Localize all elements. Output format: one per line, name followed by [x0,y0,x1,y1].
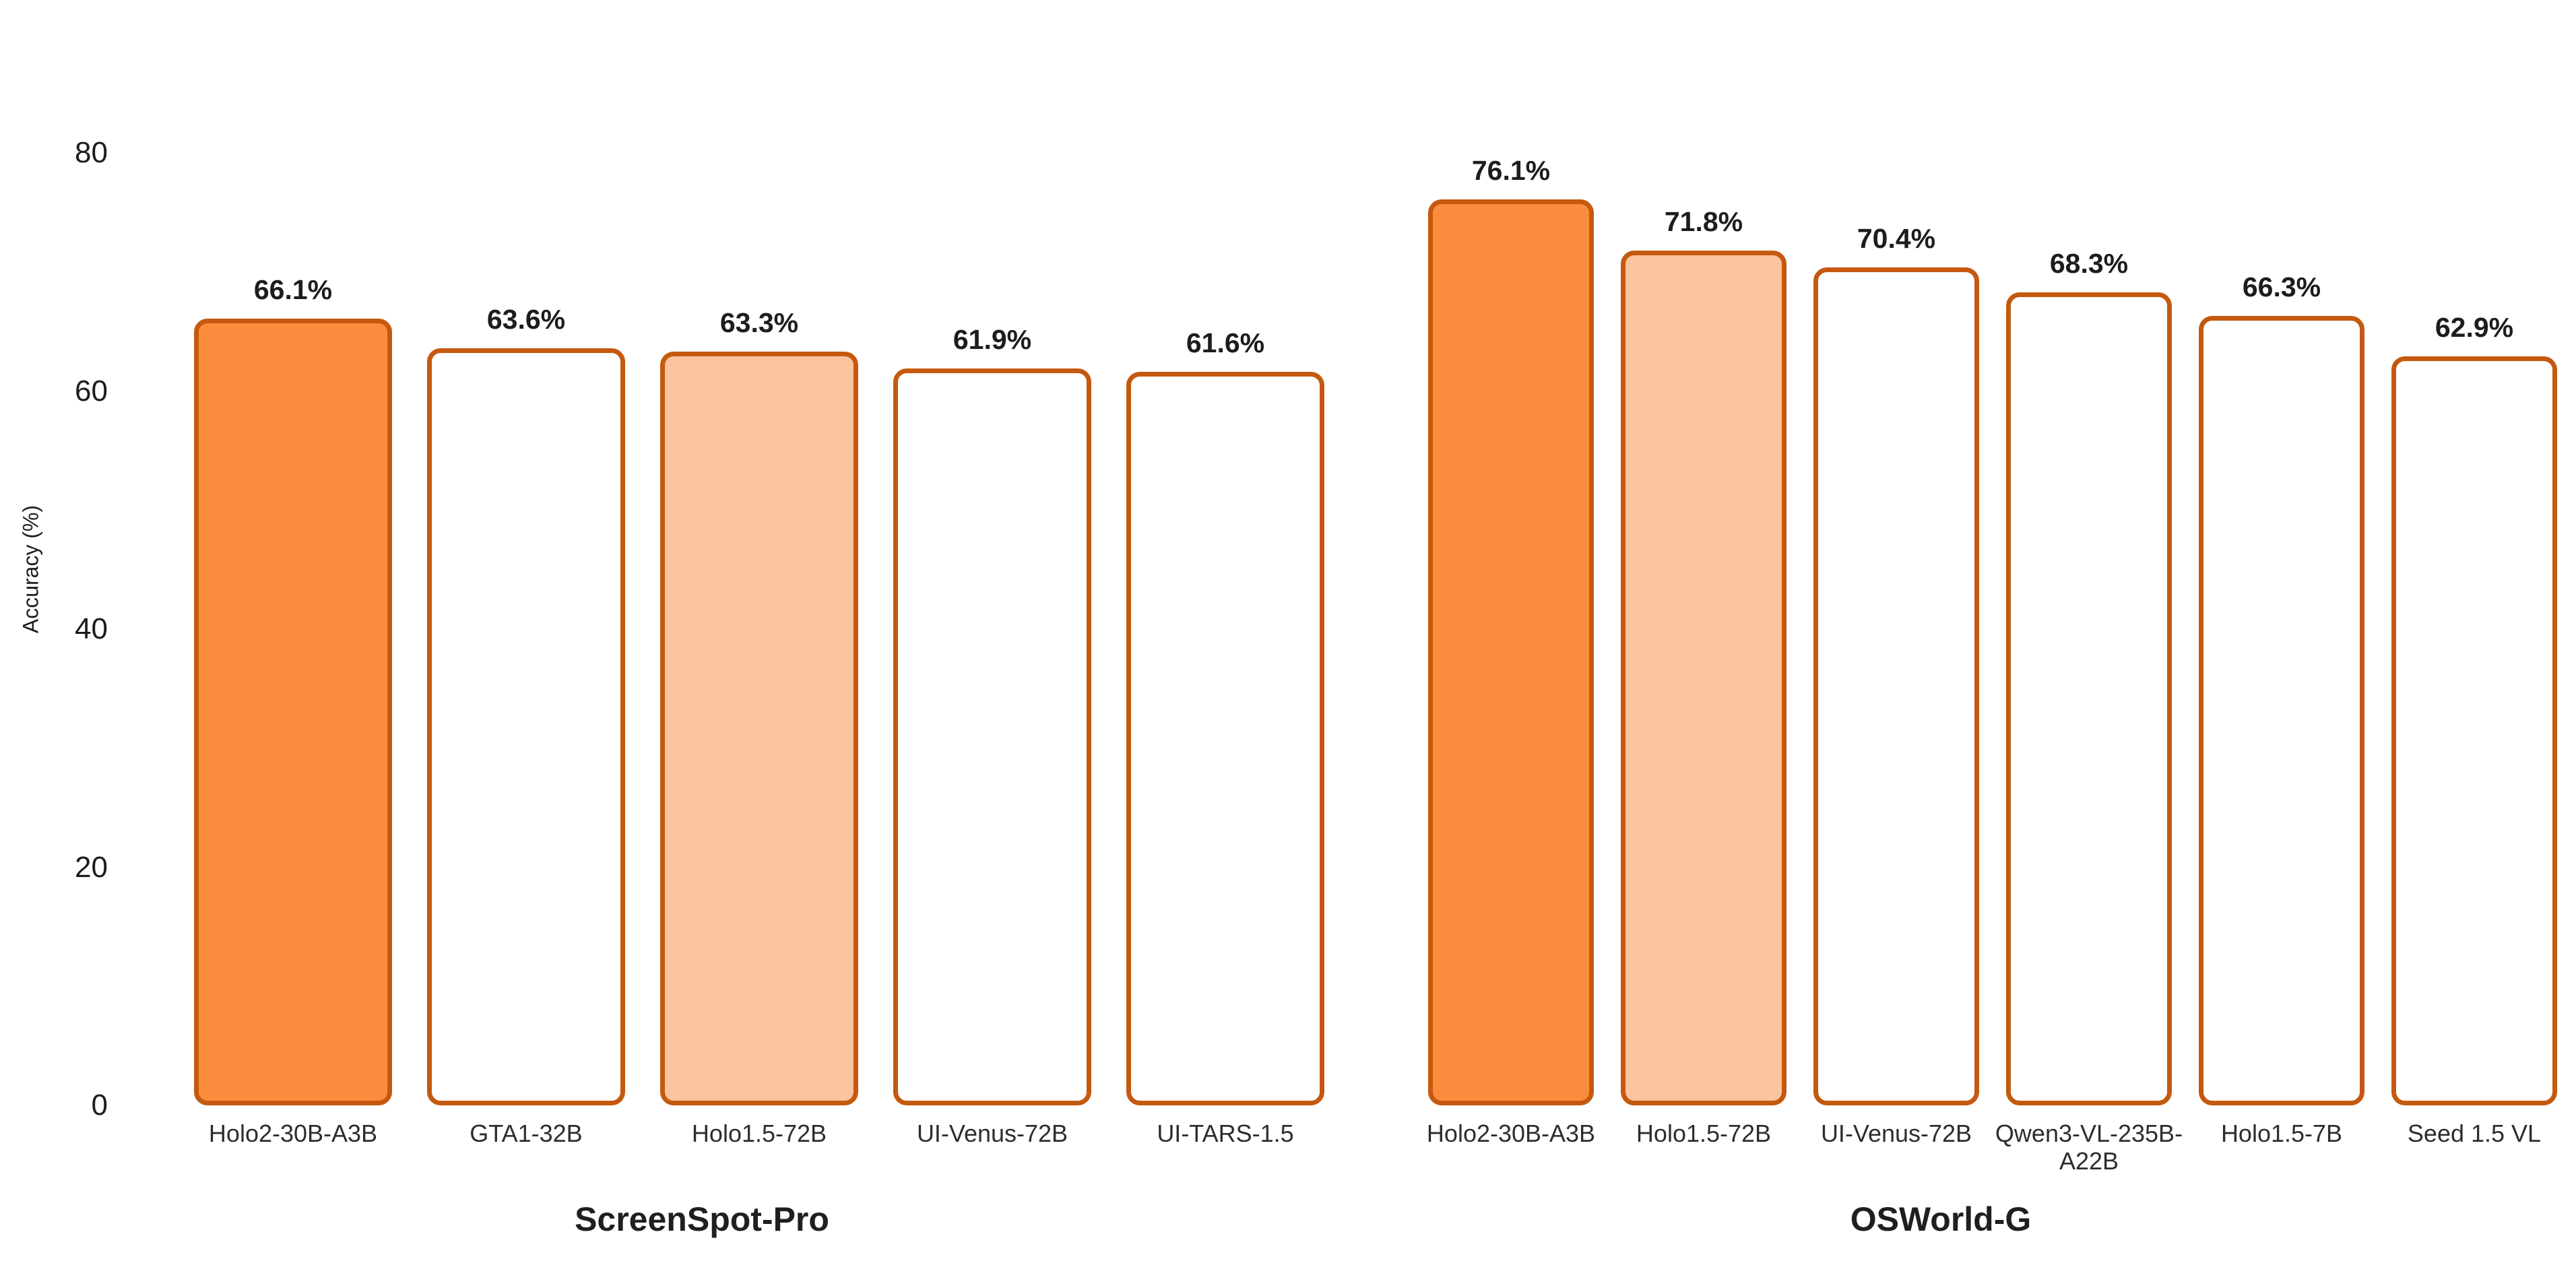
bar-category-label: Holo1.5-7B [2220,1120,2343,1147]
bar-screenspot-pro-holo2-30b-a3b [194,319,392,1105]
bar-value-label: 66.3% [2242,271,2321,302]
bar-category-label: Holo1.5-72B [691,1120,827,1147]
bar-screenspot-pro-ui-tars-1-5 [1126,372,1324,1105]
y-axis-tick-40: 40 [75,612,108,645]
bar-osworld-g-seed-1-5-vl [2391,356,2557,1105]
bar-screenspot-pro-holo1-5-72b [660,352,858,1105]
bar-category-label: Seed 1.5 VL [2407,1120,2542,1147]
bar-value-label: 66.1% [253,274,333,305]
bar-category-label: UI-Venus-72B [916,1120,1068,1147]
bar-category-label: Holo2-30B-A3B [1426,1120,1596,1147]
bar-osworld-g-holo1-5-72b [1621,251,1786,1105]
bar-value-label: 70.4% [1857,223,1936,254]
bar-osworld-g-holo2-30b-a3b [1428,199,1594,1105]
y-axis-tick-80: 80 [75,136,108,169]
bar-osworld-g-ui-venus-72b [1813,267,1979,1105]
group-title-osworld-g: OSWorld-G [1850,1200,2032,1238]
bar-screenspot-pro-gta1-32b [427,348,625,1105]
bar-screenspot-pro-ui-venus-72b [893,368,1091,1105]
y-axis-tick-0: 0 [91,1089,108,1122]
bar-value-label: 68.3% [2049,248,2129,279]
bar-value-label: 63.6% [486,304,566,335]
bar-osworld-g-qwen3-vl-235b-a22b [2006,292,2172,1105]
bar-category-label: GTA1-32B [470,1120,583,1147]
bar-category-label: Holo1.5-72B [1636,1120,1772,1147]
bar-value-label: 61.9% [953,324,1032,355]
bar-value-label: 76.1% [1471,155,1551,186]
bar-category-label: UI-TARS-1.5 [1157,1120,1294,1147]
bar-value-label: 61.6% [1186,327,1265,358]
group-title-screenspot-pro: ScreenSpot-Pro [575,1200,829,1238]
y-axis-tick-20: 20 [75,850,108,884]
y-axis-tick-60: 60 [75,374,108,408]
bar-category-label: Qwen3-VL-235B-A22B [1995,1120,2183,1175]
bar-value-label: 62.9% [2435,312,2514,343]
bar-value-label: 71.8% [1664,206,1743,237]
bar-value-label: 63.3% [719,307,799,338]
bar-category-label: Holo2-30B-A3B [208,1120,378,1147]
bar-category-label: UI-Venus-72B [1820,1120,1972,1147]
bar-osworld-g-holo1-5-7b [2199,316,2364,1105]
